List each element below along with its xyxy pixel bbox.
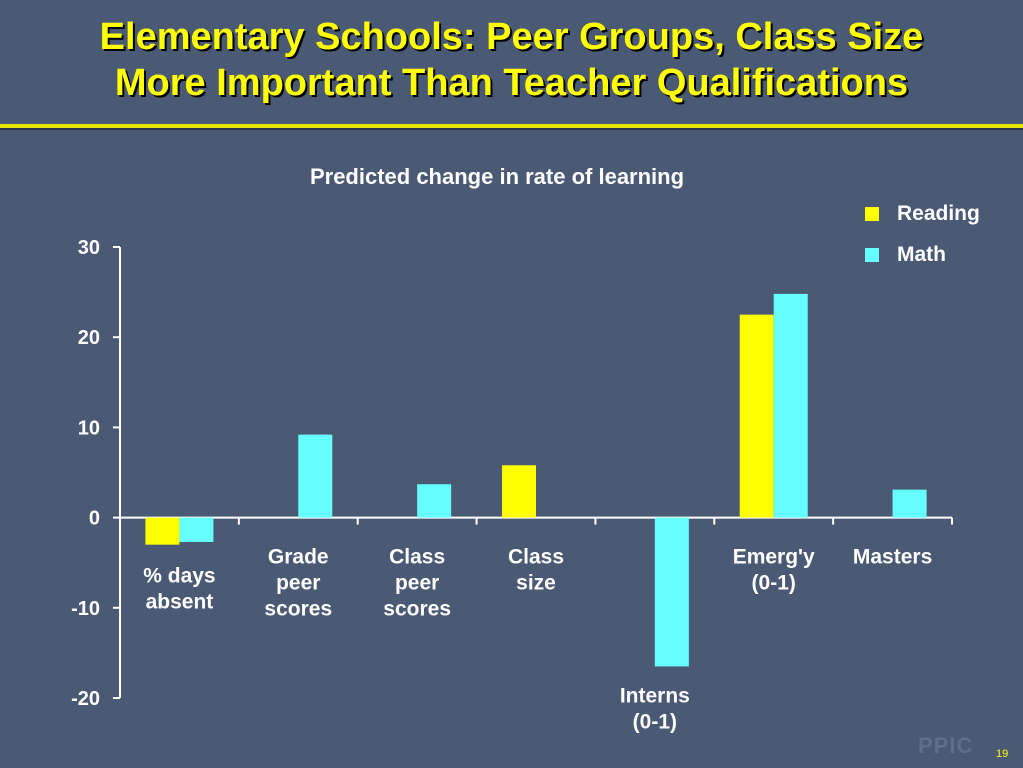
x-category-label: (0-1) [752,572,796,595]
bar-math-6 [892,489,927,518]
bar-math-2 [417,484,452,518]
legend-swatch-math [865,248,879,262]
legend-label-math: Math [897,243,946,266]
bar-math-1 [298,434,333,518]
y-tick-label: 30 [78,237,100,259]
slide-title-line1: Elementary Schools: Peer Groups, Class S… [99,16,924,58]
x-category-label: (0-1) [633,710,677,733]
x-category-label: Grade [268,546,329,569]
bar-reading-3 [502,465,536,518]
chart-title: Predicted change in rate of learning [310,164,684,189]
x-category-label: peer [276,572,320,595]
y-tick-label: 20 [78,327,100,349]
bar-math-0 [179,517,214,542]
x-category-label: absent [146,591,214,614]
x-category-label: size [516,572,556,595]
legend-swatch-reading [865,207,879,221]
slide-title: Elementary Schools: Peer Groups, Class S… [0,14,1023,106]
x-category-label: Emerg'y [733,546,815,569]
ppic-logo: PPIC [918,733,974,758]
x-category-label: peer [395,572,439,595]
title-underline [0,124,1023,128]
x-category-label: scores [264,598,332,621]
x-category-label: Class [508,546,564,569]
y-tick-label: 10 [78,417,100,439]
y-tick-label: 0 [89,508,100,530]
y-tick-label: -20 [71,688,100,710]
bar-reading-5 [739,314,774,518]
x-category-label: Class [389,546,445,569]
title-underline-shadow [0,128,1023,130]
y-tick-label: -10 [71,598,100,620]
slide-title-line2: More Important Than Teacher Qualificatio… [114,62,909,104]
x-category-label: Masters [853,546,932,569]
bar-math-5 [773,293,808,518]
page-number: 19 [996,748,1009,760]
x-category-label: scores [383,598,451,621]
x-category-label: Interns [620,684,690,707]
x-category-label: % days [143,565,215,588]
legend-label-reading: Reading [897,202,980,225]
bar-reading-0 [145,517,180,545]
bar-math-4 [654,517,689,667]
